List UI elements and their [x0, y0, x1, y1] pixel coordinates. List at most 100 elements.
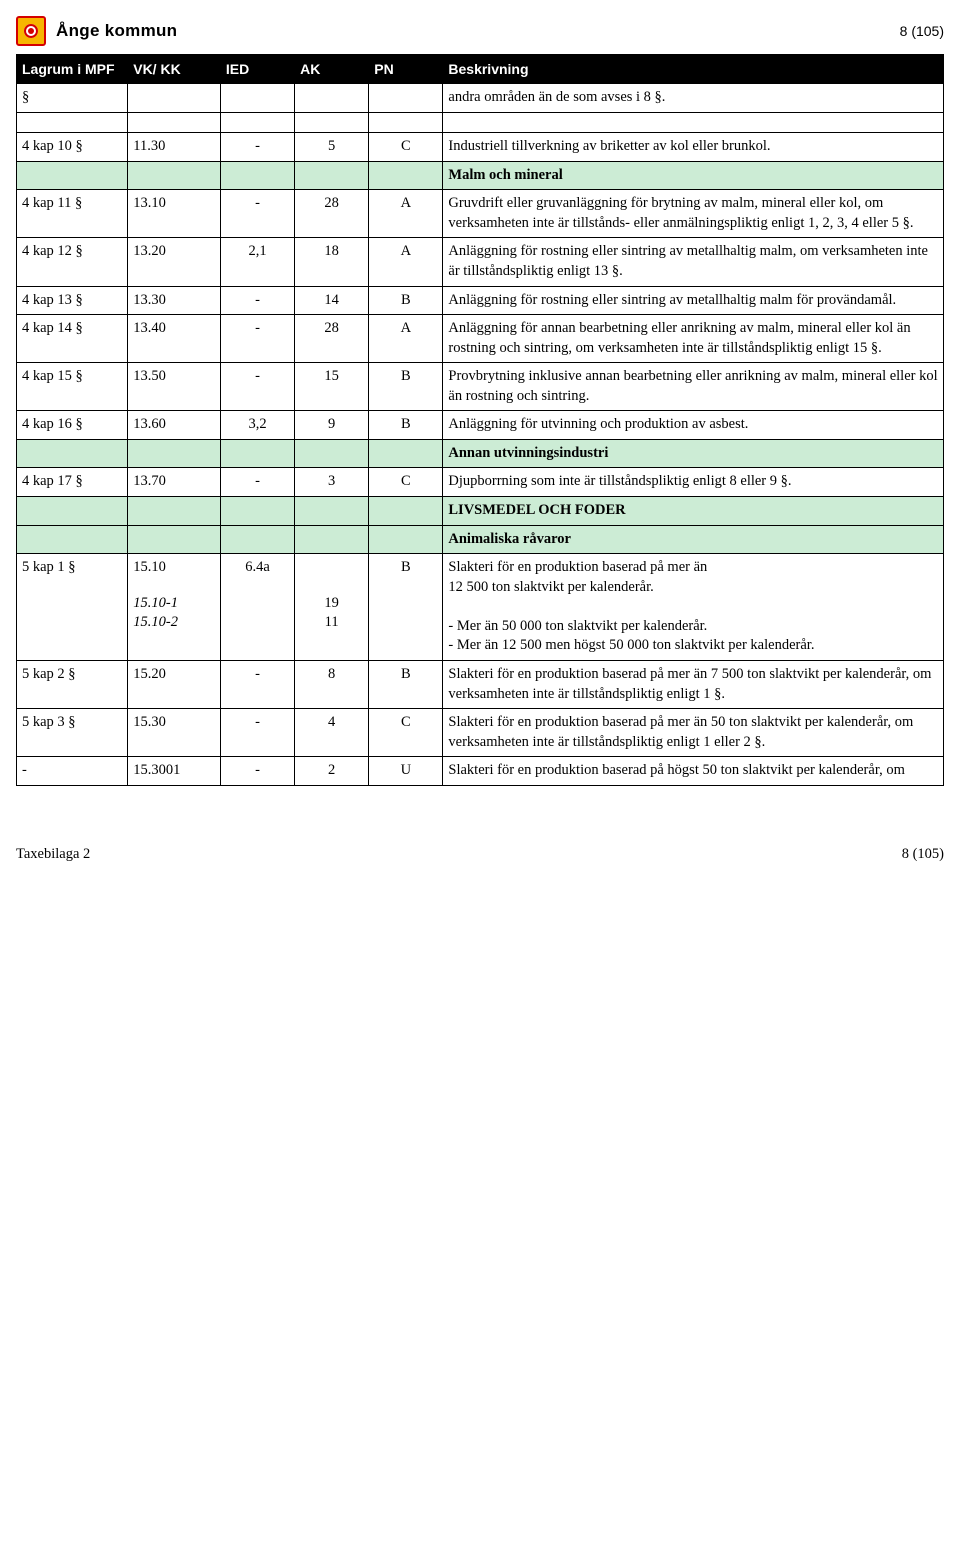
- col-lagrum: Lagrum i MPF: [17, 55, 128, 84]
- empty-cell: [220, 161, 294, 190]
- ied-cell: -: [220, 190, 294, 238]
- table-row: 4 kap 14 §13.40-28AAnläggning för annan …: [17, 315, 944, 363]
- col-vkk: VK/ KK: [128, 55, 221, 84]
- table-row: 4 kap 12 §13.202,118AAnläggning för rost…: [17, 238, 944, 286]
- ied-cell: -: [220, 363, 294, 411]
- ak-cell: 4: [295, 709, 369, 757]
- empty-cell: [369, 497, 443, 526]
- pn-cell: B: [369, 286, 443, 315]
- table-row: 4 kap 10 §11.30-5CIndustriell tillverkni…: [17, 133, 944, 162]
- vkk-cell: 15.30: [128, 709, 221, 757]
- pn-cell: B: [369, 554, 443, 661]
- ied-cell: -: [220, 286, 294, 315]
- empty-cell: [369, 439, 443, 468]
- ak-cell: [295, 84, 369, 113]
- empty-cell: [295, 439, 369, 468]
- lagrum-cell: 5 kap 3 §: [17, 709, 128, 757]
- ak-cell: 5: [295, 133, 369, 162]
- vkk-cell: 13.50: [128, 363, 221, 411]
- section-title-cell: LIVSMEDEL OCH FODER: [443, 497, 944, 526]
- empty-cell: [295, 161, 369, 190]
- beskrivning-cell: Gruvdrift eller gruvanläggning för brytn…: [443, 190, 944, 238]
- empty-cell: [220, 439, 294, 468]
- lagrum-cell: 5 kap 2 §: [17, 660, 128, 708]
- regulations-table: Lagrum i MPF VK/ KK IED AK PN Beskrivnin…: [16, 54, 944, 786]
- ied-cell: -: [220, 660, 294, 708]
- vkk-cell: 13.20: [128, 238, 221, 286]
- empty-cell: [220, 525, 294, 554]
- pn-cell: C: [369, 133, 443, 162]
- table-row: § andra områden än de som avses i 8 §.: [17, 84, 944, 113]
- lagrum-cell: 4 kap 14 §: [17, 315, 128, 363]
- brand-block: Ånge kommun: [16, 16, 177, 46]
- beskrivning-cell: Djupborrning som inte är tillståndsplikt…: [443, 468, 944, 497]
- table-row: 5 kap 3 §15.30-4CSlakteri för en produkt…: [17, 709, 944, 757]
- table-header-row: Lagrum i MPF VK/ KK IED AK PN Beskrivnin…: [17, 55, 944, 84]
- beskrivning-cell: Anläggning för utvinning och produktion …: [443, 411, 944, 440]
- beskrivning-cell: Slakteri för en produktion baserad på me…: [443, 554, 944, 661]
- empty-cell: [128, 525, 221, 554]
- ak-cell: 28: [295, 315, 369, 363]
- ied-cell: 6.4a: [220, 554, 294, 661]
- table-row: 5 kap 1 §15.10 15.10-115.10-26.4a 1911BS…: [17, 554, 944, 661]
- lagrum-cell: 4 kap 17 §: [17, 468, 128, 497]
- lagrum-cell: -: [17, 757, 128, 786]
- beskrivning-cell: andra områden än de som avses i 8 §.: [443, 84, 944, 113]
- ied-cell: -: [220, 315, 294, 363]
- empty-cell: [295, 112, 369, 133]
- table-row: 4 kap 15 §13.50-15BProvbrytning inklusiv…: [17, 363, 944, 411]
- lagrum-cell: 4 kap 10 §: [17, 133, 128, 162]
- vkk-cell: 13.40: [128, 315, 221, 363]
- ied-cell: 2,1: [220, 238, 294, 286]
- beskrivning-cell: Anläggning för rostning eller sintring a…: [443, 238, 944, 286]
- lagrum-cell: 4 kap 11 §: [17, 190, 128, 238]
- vkk-cell: 15.10 15.10-115.10-2: [128, 554, 221, 661]
- beskrivning-cell: Industriell tillverkning av briketter av…: [443, 133, 944, 162]
- section-row: Malm och mineral: [17, 161, 944, 190]
- col-beskr: Beskrivning: [443, 55, 944, 84]
- table-row: 4 kap 16 §13.603,29BAnläggning för utvin…: [17, 411, 944, 440]
- empty-cell: [369, 525, 443, 554]
- vkk-cell: 15.3001: [128, 757, 221, 786]
- vkk-cell: 11.30: [128, 133, 221, 162]
- ied-cell: -: [220, 709, 294, 757]
- empty-cell: [17, 525, 128, 554]
- lagrum-cell: 4 kap 16 §: [17, 411, 128, 440]
- empty-cell: [17, 439, 128, 468]
- vkk-cell: 13.60: [128, 411, 221, 440]
- col-ied: IED: [220, 55, 294, 84]
- pn-cell: C: [369, 468, 443, 497]
- table-row: 4 kap 11 §13.10-28AGruvdrift eller gruva…: [17, 190, 944, 238]
- empty-cell: [128, 161, 221, 190]
- section-row: Annan utvinningsindustri: [17, 439, 944, 468]
- empty-cell: [220, 497, 294, 526]
- beskrivning-cell: Slakteri för en produktion baserad på hö…: [443, 757, 944, 786]
- ied-cell: [220, 84, 294, 113]
- col-pn: PN: [369, 55, 443, 84]
- vkk-cell: 15.20: [128, 660, 221, 708]
- beskrivning-cell: Anläggning för annan bearbetning eller a…: [443, 315, 944, 363]
- ak-cell: 18: [295, 238, 369, 286]
- lagrum-cell: 4 kap 15 §: [17, 363, 128, 411]
- pn-cell: A: [369, 238, 443, 286]
- brand-name: Ånge kommun: [56, 21, 177, 41]
- section-title-cell: Malm och mineral: [443, 161, 944, 190]
- lagrum-cell: 4 kap 13 §: [17, 286, 128, 315]
- page-header: Ånge kommun 8 (105): [16, 16, 944, 46]
- beskrivning-cell: Slakteri för en produktion baserad på me…: [443, 709, 944, 757]
- vkk-cell: 13.30: [128, 286, 221, 315]
- pn-cell: B: [369, 411, 443, 440]
- section-title-cell: Annan utvinningsindustri: [443, 439, 944, 468]
- section-title-cell: Animaliska råvaror: [443, 525, 944, 554]
- table-body: § andra områden än de som avses i 8 §. 4 …: [17, 84, 944, 786]
- empty-cell: [128, 497, 221, 526]
- vkk-cell: 13.70: [128, 468, 221, 497]
- pn-cell: A: [369, 315, 443, 363]
- spacer-row: [17, 112, 944, 133]
- vkk-cell: 13.10: [128, 190, 221, 238]
- footer-left: Taxebilaga 2: [16, 846, 90, 863]
- table-row: 4 kap 17 §13.70-3CDjupborrning som inte …: [17, 468, 944, 497]
- lagrum-cell: §: [17, 84, 128, 113]
- ied-cell: -: [220, 468, 294, 497]
- empty-cell: [443, 112, 944, 133]
